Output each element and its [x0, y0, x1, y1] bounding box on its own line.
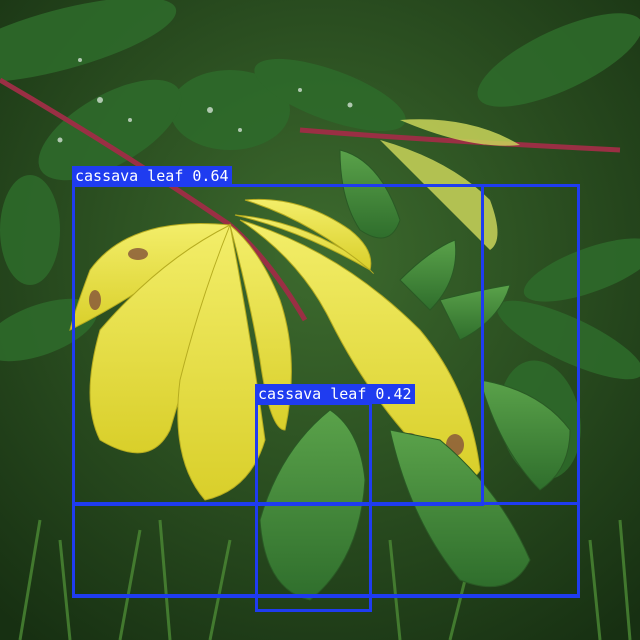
pale-leaves: [380, 119, 520, 250]
dew-drops: [57, 58, 353, 143]
detection-label-1: cassava leaf 0.64: [72, 166, 232, 186]
yellow-leaves: [69, 198, 481, 501]
detection-label-2: cassava leaf 0.42: [255, 384, 415, 404]
detection-box-4: [72, 502, 580, 598]
